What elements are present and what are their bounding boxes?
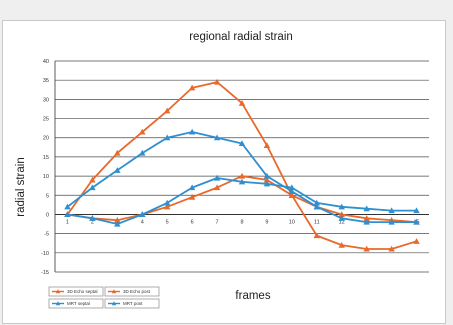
data-point: [64, 211, 71, 218]
data-point: [363, 205, 370, 212]
data-point: [89, 184, 96, 191]
x-tick-label: 4: [141, 219, 144, 225]
data-point: [338, 241, 345, 248]
data-point: [313, 203, 320, 210]
chart-panel: regional radial strain radial strain fra…: [2, 20, 446, 324]
data-point: [238, 178, 246, 185]
data-point: [213, 134, 221, 141]
data-point: [139, 211, 146, 218]
legend-marker: [111, 289, 117, 294]
data-point: [164, 134, 171, 141]
data-point: [288, 192, 296, 198]
data-point: [89, 176, 96, 183]
legend-label: 3D Echo post: [123, 289, 151, 294]
data-point: [64, 203, 71, 210]
data-point: [263, 172, 271, 179]
data-point: [263, 180, 271, 187]
data-point: [388, 245, 395, 252]
legend-box: [104, 298, 160, 309]
data-point: [338, 203, 345, 210]
y-tick-label: 10: [43, 174, 49, 180]
legend-marker: [55, 289, 61, 294]
data-point: [164, 199, 171, 206]
data-point: [238, 172, 246, 179]
y-tick-label: 5: [46, 193, 49, 199]
y-axis-label: radial strain: [15, 157, 27, 216]
data-point: [363, 245, 370, 252]
data-point: [89, 215, 96, 221]
data-point: [388, 218, 395, 225]
data-point: [114, 217, 121, 223]
x-tick-label: 8: [240, 219, 243, 225]
data-point: [313, 232, 320, 239]
data-point: [188, 193, 196, 200]
data-point: [188, 184, 196, 191]
x-tick-label: 11: [314, 219, 320, 225]
data-point: [139, 149, 146, 156]
data-point: [238, 100, 246, 106]
data-point: [288, 188, 296, 194]
legend-label: MRT post: [123, 301, 143, 306]
legend-marker: [55, 301, 61, 306]
legend-box: [104, 286, 160, 297]
data-point: [388, 207, 395, 214]
data-point: [413, 218, 420, 225]
legend-label: 3D Echo septal: [67, 289, 98, 294]
data-point: [114, 220, 121, 227]
y-tick-label: -10: [41, 251, 49, 257]
y-tick-label: 40: [43, 59, 49, 65]
data-point: [363, 218, 370, 225]
data-point: [188, 84, 196, 91]
chart-title: regional radial strain: [189, 31, 293, 43]
y-tick-label: -15: [41, 270, 49, 276]
radial-strain-chart: regional radial strain radial strain fra…: [15, 31, 429, 309]
legend-label: MRT septal: [67, 301, 90, 306]
data-point: [413, 238, 420, 244]
data-point: [238, 140, 246, 147]
data-point: [114, 149, 121, 156]
legend-box: [48, 286, 104, 297]
legend-box: [48, 298, 104, 309]
data-point: [413, 207, 420, 214]
y-tick-label: 25: [43, 117, 49, 123]
data-point: [114, 167, 121, 173]
y-tick-label: 20: [43, 136, 49, 142]
data-point: [338, 211, 345, 218]
data-point: [164, 203, 171, 210]
data-point: [338, 215, 345, 221]
x-tick-label: 5: [166, 219, 169, 225]
x-tick-label: 1: [66, 219, 69, 225]
data-point: [213, 174, 221, 181]
x-tick-label: 12: [339, 219, 345, 225]
y-tick-label: 15: [43, 155, 49, 161]
y-tick-label: 35: [43, 78, 49, 84]
data-point: [363, 215, 370, 221]
legend-marker: [111, 301, 117, 306]
x-tick-label: 6: [191, 219, 194, 225]
y-tick-label: 30: [43, 97, 49, 103]
y-tick-label: 0: [46, 212, 49, 218]
x-tick-label: 7: [216, 219, 219, 225]
x-axis-label: frames: [235, 290, 270, 302]
y-tick-label: -5: [44, 232, 49, 238]
data-point: [188, 128, 196, 135]
data-point: [288, 184, 296, 191]
data-point: [263, 176, 271, 183]
data-point: [263, 142, 271, 148]
data-point: [313, 199, 320, 206]
data-point: [139, 128, 146, 135]
data-point: [213, 78, 221, 85]
data-point: [213, 184, 221, 191]
data-point: [164, 107, 171, 114]
x-tick-label: 10: [289, 219, 295, 225]
x-tick-label: 2: [91, 219, 94, 225]
x-tick-label: 9: [265, 219, 268, 225]
